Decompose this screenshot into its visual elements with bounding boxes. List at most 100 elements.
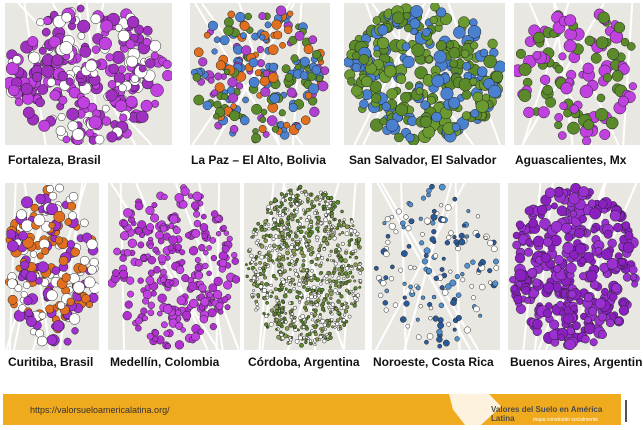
value-point	[284, 290, 288, 294]
value-point	[256, 277, 260, 281]
value-point	[66, 297, 75, 306]
value-point	[302, 305, 308, 310]
value-point	[297, 275, 301, 279]
value-point	[385, 234, 391, 239]
value-point	[358, 271, 362, 275]
value-point	[250, 293, 254, 297]
value-point	[188, 246, 199, 256]
value-point	[259, 281, 264, 285]
value-point	[145, 205, 155, 216]
value-point	[385, 118, 399, 132]
value-point	[271, 249, 274, 253]
value-point	[287, 196, 293, 202]
value-point	[350, 219, 354, 224]
value-point	[126, 55, 138, 68]
value-point	[301, 263, 306, 268]
value-point	[559, 101, 568, 110]
value-point	[424, 339, 429, 345]
value-point	[337, 267, 342, 272]
value-point	[211, 89, 219, 97]
value-point	[382, 221, 387, 226]
value-point	[527, 267, 538, 278]
value-point	[134, 201, 144, 211]
value-point	[428, 305, 434, 311]
value-point	[248, 247, 252, 252]
value-point	[87, 265, 97, 275]
value-point	[574, 228, 585, 239]
value-point	[41, 247, 50, 255]
value-point	[101, 116, 112, 126]
value-point	[264, 21, 272, 29]
value-point	[68, 313, 81, 325]
value-point	[512, 231, 521, 240]
value-point	[479, 48, 489, 58]
value-point	[94, 134, 105, 145]
label-fortaleza: Fortaleza, Brasil	[8, 153, 101, 167]
value-point	[348, 255, 352, 259]
value-point	[202, 100, 213, 111]
value-point	[405, 81, 414, 90]
value-point	[150, 83, 164, 97]
value-point	[631, 280, 639, 288]
value-point	[41, 27, 51, 37]
value-point	[79, 45, 92, 58]
value-point	[286, 216, 291, 221]
value-point	[293, 268, 298, 273]
street	[198, 183, 224, 350]
value-point	[348, 270, 353, 275]
website-link[interactable]: https://valorsueloamericalatina.org/	[30, 405, 170, 415]
value-point	[70, 247, 80, 257]
value-point	[221, 244, 230, 253]
value-point	[579, 84, 594, 99]
value-point	[314, 320, 318, 324]
value-point	[328, 318, 332, 322]
value-point	[440, 87, 454, 101]
value-point	[377, 292, 384, 299]
value-point	[313, 196, 319, 202]
value-point	[200, 297, 210, 307]
value-point	[550, 220, 563, 233]
value-point	[569, 104, 579, 114]
value-point	[369, 80, 382, 93]
value-point	[488, 280, 493, 285]
value-point	[351, 62, 361, 73]
value-point	[335, 318, 340, 323]
value-point	[524, 297, 532, 304]
value-point	[318, 271, 323, 276]
value-point	[293, 231, 297, 235]
value-point	[603, 229, 613, 239]
value-point	[66, 107, 80, 121]
value-point	[303, 320, 308, 324]
value-point	[223, 68, 231, 76]
value-point	[124, 300, 133, 309]
value-point	[213, 113, 220, 120]
value-point	[251, 103, 262, 115]
value-point	[268, 201, 273, 206]
value-point	[320, 241, 324, 245]
value-point	[55, 236, 64, 245]
divider	[625, 400, 627, 422]
value-point	[446, 234, 452, 241]
value-point	[306, 315, 311, 319]
value-point	[295, 218, 300, 223]
street	[296, 183, 317, 350]
value-point	[304, 237, 308, 241]
value-point	[262, 288, 267, 293]
value-point	[353, 296, 358, 301]
value-point	[550, 202, 558, 210]
value-point	[614, 317, 623, 326]
value-point	[389, 214, 394, 220]
value-point	[277, 321, 282, 326]
value-point	[285, 250, 290, 256]
street	[380, 183, 480, 350]
value-point	[613, 21, 626, 34]
value-point	[316, 253, 321, 258]
value-point	[316, 298, 321, 303]
value-point	[53, 210, 66, 223]
value-point	[401, 42, 411, 51]
value-point	[215, 60, 226, 71]
value-point	[355, 231, 360, 236]
value-point	[256, 221, 261, 226]
value-point	[258, 251, 262, 255]
value-point	[307, 239, 312, 244]
